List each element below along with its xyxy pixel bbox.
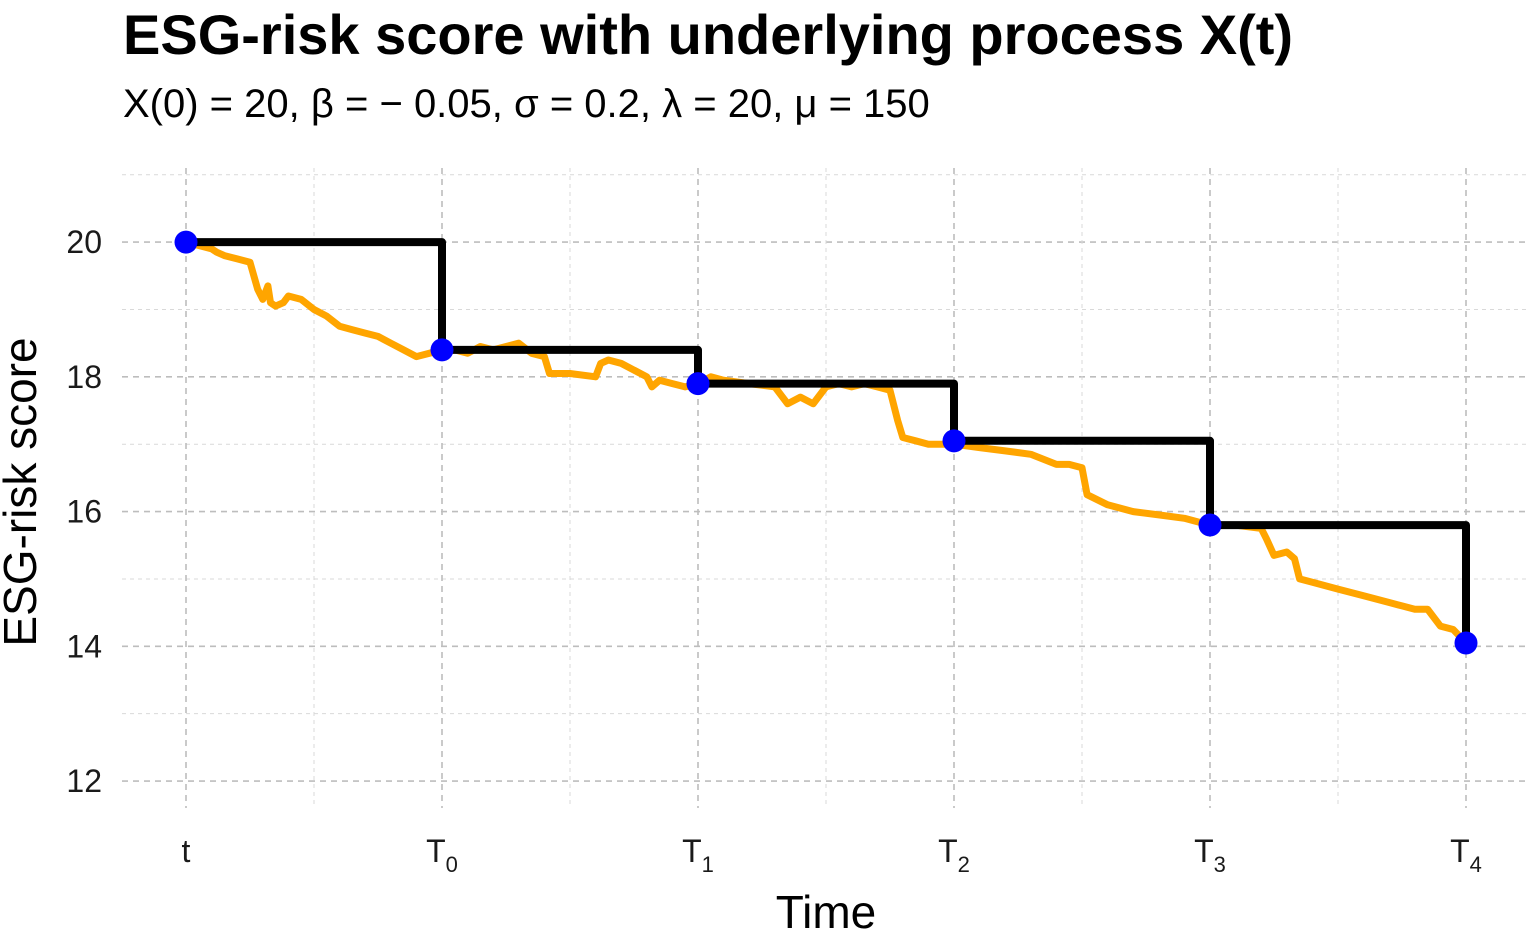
y-tick-label: 16 — [66, 494, 102, 530]
data-point — [174, 230, 198, 254]
data-point — [1454, 631, 1478, 655]
y-tick-labels: 12 14 16 18 20 — [66, 224, 102, 799]
y-tick-label: 14 — [66, 628, 102, 664]
x-tick-label: T4 — [1450, 833, 1482, 877]
chart-title: ESG-risk score with underlying process X… — [123, 3, 1294, 66]
series-score-step-line — [186, 238, 1470, 643]
data-point — [686, 372, 710, 396]
series-layer — [185, 238, 1470, 646]
x-tick-label: T3 — [1194, 833, 1226, 877]
points-layer — [174, 230, 1478, 655]
y-axis-title: ESG-risk score — [0, 337, 46, 646]
data-point — [1198, 513, 1222, 537]
y-tick-label: 18 — [66, 359, 102, 395]
x-tick-label: T0 — [426, 833, 458, 877]
grid-layer — [122, 168, 1530, 808]
chart-subtitle: X(0) = 20, β = − 0.05, σ = 0.2, λ = 20, … — [123, 82, 930, 126]
y-tick-label: 20 — [66, 224, 102, 260]
x-axis-title: Time — [776, 886, 877, 938]
x-tick-label: t — [182, 833, 191, 869]
y-tick-label: 12 — [66, 763, 102, 799]
x-tick-labels: t T0 T1 T2 T3 T4 — [182, 833, 1482, 877]
data-point — [430, 338, 454, 362]
data-point — [942, 429, 966, 453]
x-tick-label: T1 — [682, 833, 714, 877]
x-tick-label: T2 — [938, 833, 970, 877]
